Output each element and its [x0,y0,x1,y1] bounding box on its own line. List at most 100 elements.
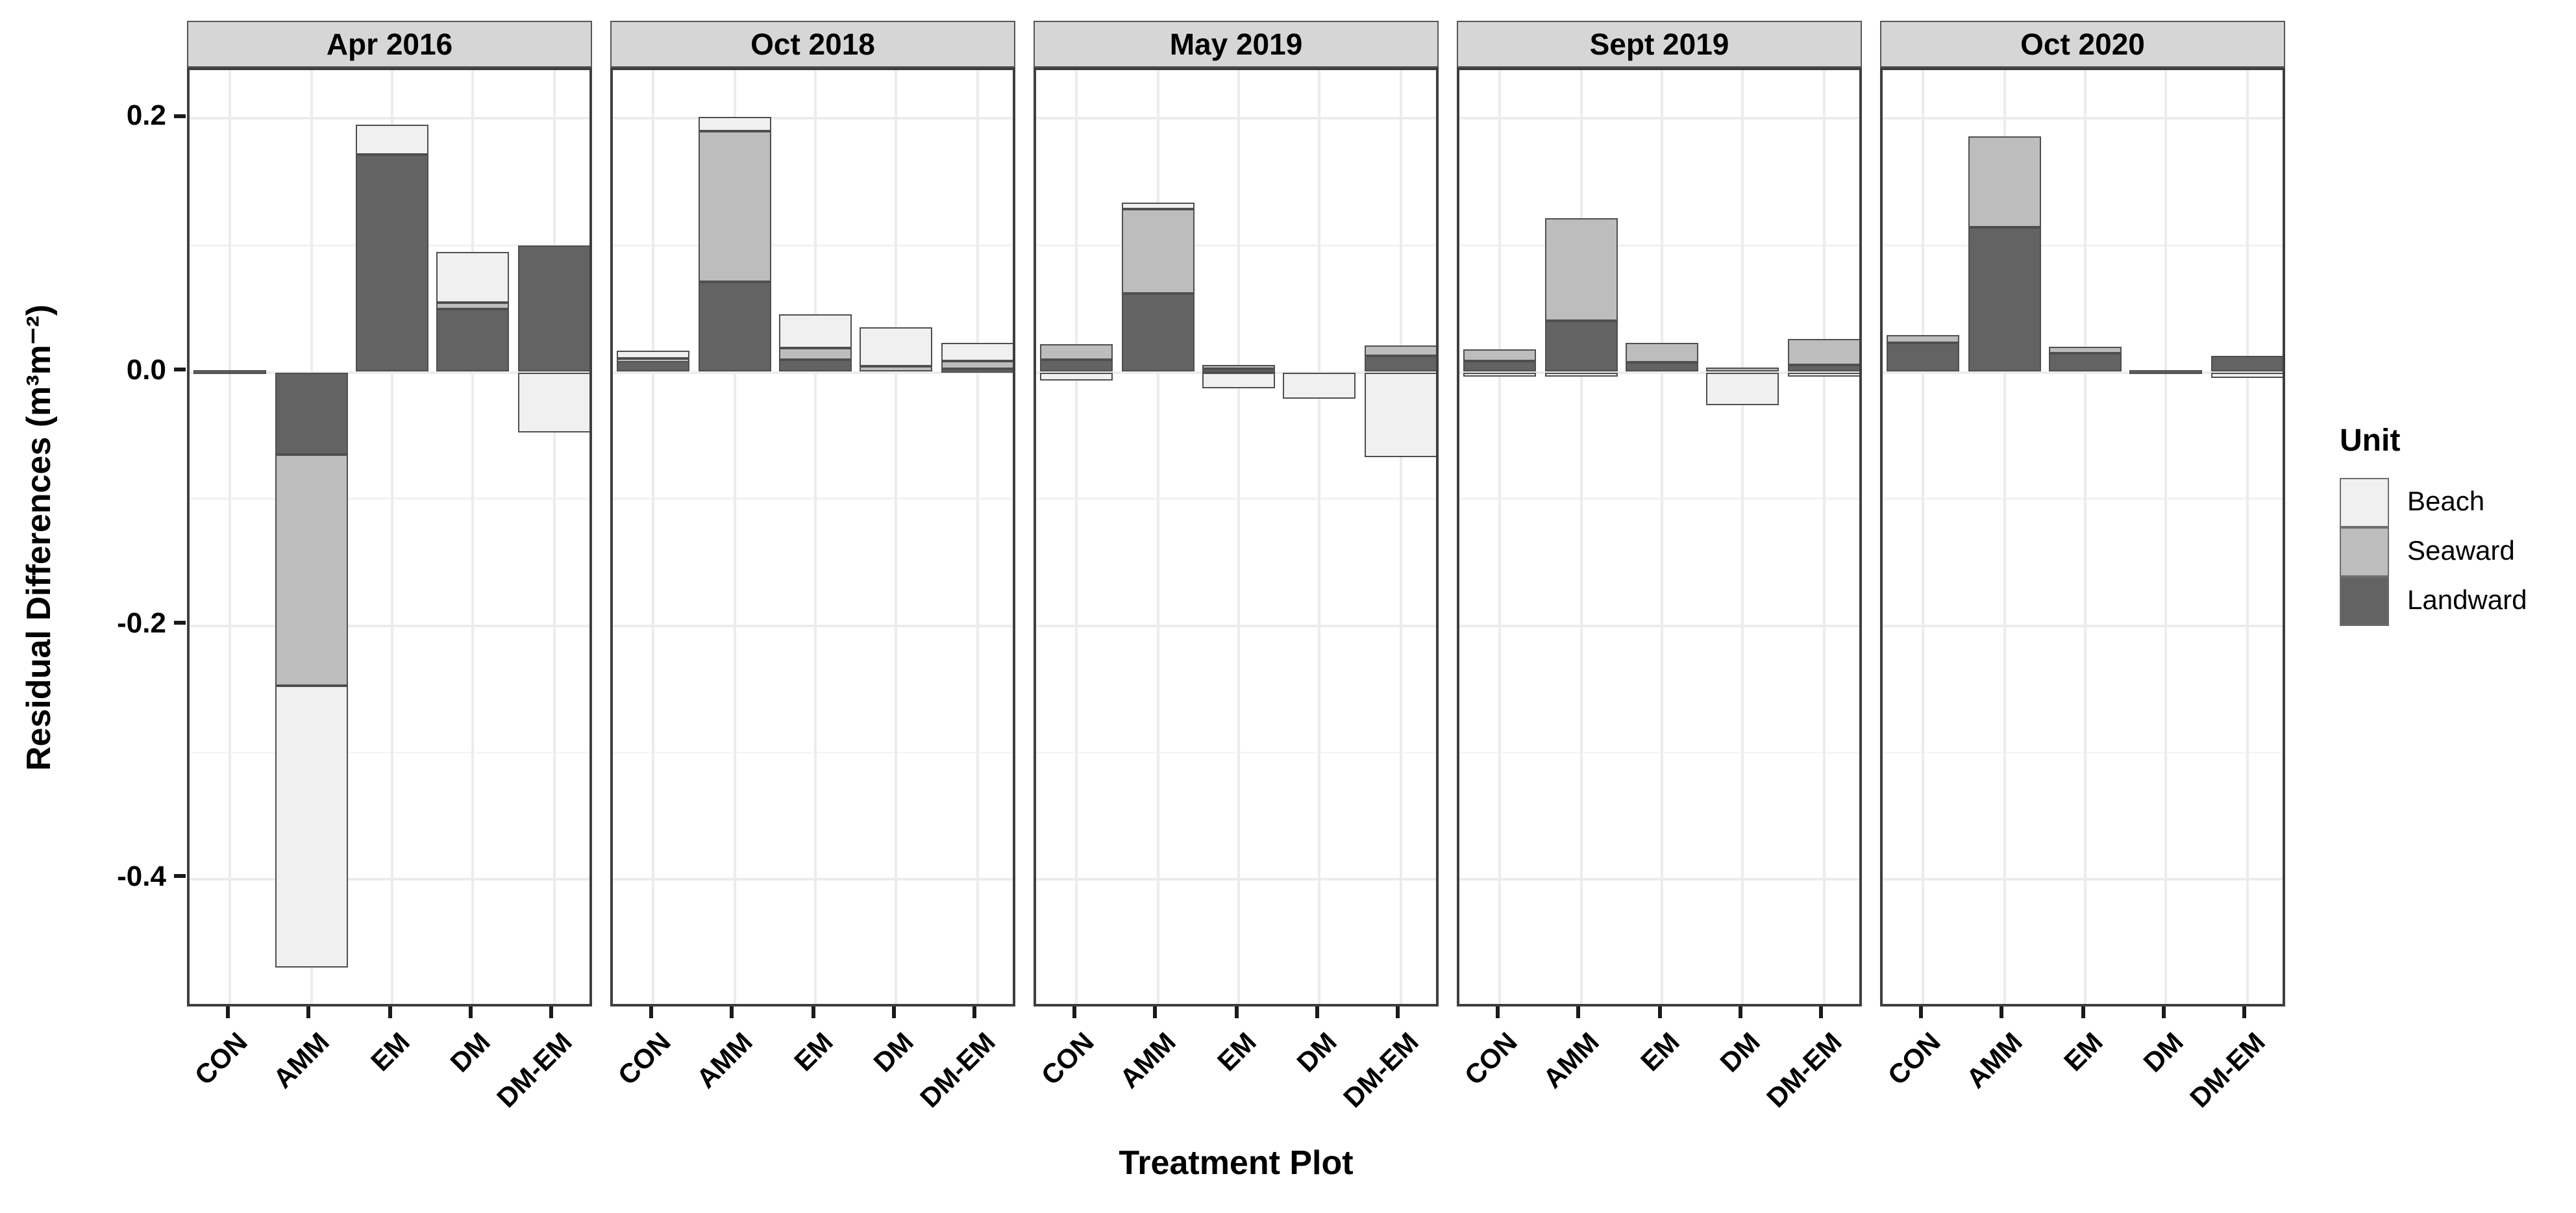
facet-panel [610,68,1015,1007]
bar-segment-landward [778,359,852,372]
legend-label: Landward [2407,586,2527,616]
bar-segment-beach [1364,372,1436,457]
gridline-major-horizontal [190,117,589,120]
x-tick-mark [972,1007,977,1018]
bar-segment-landward [2129,369,2203,374]
gridline-major-horizontal [1036,117,1436,120]
bar-segment-beach [436,251,510,303]
facet-title: Apr 2016 [326,27,453,60]
x-tick-mark [1819,1007,1824,1018]
x-tick-mark [1576,1007,1581,1018]
bar-segment-landward [517,245,589,372]
gridline-major-vertical [976,70,979,1004]
bar-segment-seaward [1887,335,1960,344]
gridline-major-horizontal [190,877,589,881]
gridline-major-vertical [1661,70,1663,1004]
bar-segment-landward [2211,355,2283,372]
x-tick-mark [811,1007,815,1018]
y-tick-label: 0.0 [126,353,166,385]
y-tick-label: -0.4 [117,859,166,892]
gridline-major-vertical [733,70,736,1004]
bar-segment-beach [941,343,1013,361]
bar-segment-seaward [1463,349,1537,361]
x-tick-mark [1738,1007,1742,1018]
bar-segment-beach [1283,372,1356,399]
facet-title: May 2019 [1169,27,1303,60]
bar-segment-beach [275,685,348,968]
gridline-minor-horizontal [1036,244,1436,247]
bar-segment-landward [193,369,267,374]
legend-key-swatch [2340,478,2389,527]
bar-segment-beach [1463,372,1537,377]
gridline-major-vertical [1922,70,1925,1004]
gridline-major-vertical [1579,70,1583,1004]
bar-segment-beach [778,314,852,348]
gridline-major-vertical [814,70,817,1004]
facet-title: Oct 2018 [750,27,875,60]
bar-segment-seaward [1706,367,1779,372]
gridline-minor-horizontal [613,244,1013,247]
gridline-major-horizontal [613,624,1013,627]
bar-segment-landward [1040,359,1113,372]
gridline-major-horizontal [190,624,589,627]
gridline-minor-horizontal [1459,244,1859,247]
gridline-major-horizontal [613,371,1013,373]
x-tick-mark [730,1007,734,1018]
bar-segment-seaward [1787,339,1859,365]
bar-segment-beach [698,117,771,132]
bar-segment-beach [1787,372,1859,377]
gridline-minor-horizontal [1883,244,2283,247]
x-tick-mark [549,1007,554,1018]
gridline-major-horizontal [1459,877,1859,881]
bar-segment-landward [1544,321,1618,372]
gridline-major-vertical [652,70,655,1004]
bar-segment-landward [1625,362,1699,372]
gridline-major-vertical [1822,70,1826,1004]
bar-segment-seaward [1544,218,1618,321]
gridline-minor-horizontal [1459,497,1859,500]
bar-segment-seaward [860,366,933,372]
legend-title: Unit [2340,423,2401,458]
facet-strip: Apr 2016 [187,21,592,68]
gridline-major-vertical [1237,70,1240,1004]
legend-label: Seaward [2407,536,2515,566]
gridline-major-vertical [2246,70,2249,1004]
legend-item-seaward: Seaward [2340,527,2527,577]
bar-segment-beach [355,125,429,155]
facet-panel [1880,68,2285,1007]
gridline-major-vertical [2003,70,2006,1004]
legend-key-swatch [2340,577,2389,626]
x-tick-mark [2000,1007,2004,1018]
x-tick-mark [2081,1007,2085,1018]
bar-segment-landward [275,372,348,455]
bar-segment-beach [1202,372,1276,389]
gridline-major-vertical [1075,70,1078,1004]
gridline-major-vertical [552,70,556,1004]
gridline-major-horizontal [613,877,1013,881]
bar-segment-landward [941,368,1013,373]
x-tick-mark [1657,1007,1661,1018]
bar-segment-landward [436,308,510,372]
x-tick-mark [388,1007,391,1018]
x-tick-mark [891,1007,896,1018]
gridline-major-horizontal [1459,371,1859,373]
bar-segment-landward [698,282,771,372]
bar-segment-landward [1968,227,2041,372]
bar-segment-beach [860,327,933,366]
gridline-major-vertical [229,70,232,1004]
gridline-major-vertical [1318,70,1321,1004]
gridline-minor-horizontal [1883,497,2283,500]
bar-segment-seaward [1121,208,1195,294]
bar-segment-seaward [1364,345,1436,356]
bar-segment-seaward [778,347,852,360]
gridline-major-horizontal [1883,877,2283,881]
bar-segment-seaward [941,360,1013,369]
bar-segment-seaward [275,454,348,686]
bar-segment-seaward [2048,346,2122,353]
x-tick-mark [2161,1007,2166,1018]
bar-segment-landward [1364,355,1436,372]
y-tick-label: -0.2 [117,606,166,639]
gridline-minor-horizontal [1036,751,1436,754]
gridline-major-vertical [1498,70,1502,1004]
